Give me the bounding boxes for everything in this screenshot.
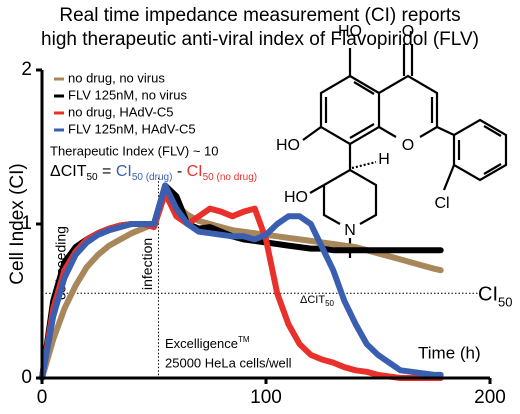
atom: H — [378, 151, 390, 168]
series-line — [39, 187, 444, 381]
atom: HO — [284, 189, 308, 206]
formula-part: = — [98, 163, 116, 180]
reference-label-part: CI — [478, 284, 498, 306]
reference-label-part: 50 — [498, 295, 512, 310]
bond — [302, 126, 322, 141]
reference-label: CI50 — [478, 284, 512, 310]
series-line — [39, 190, 444, 381]
bond — [436, 126, 455, 136]
x-tick-label: 0 — [37, 387, 48, 408]
legend-label: no drug, HAdV-C5 — [68, 104, 174, 119]
ring — [323, 168, 378, 225]
chart-title: high therapeutic anti-viral index of Fla… — [41, 29, 479, 50]
formula-part: 50 (drug) — [132, 172, 173, 183]
y-tick-label: 2 — [21, 59, 32, 80]
ring — [452, 118, 508, 182]
atom: N — [344, 222, 356, 239]
x-axis-label: Time (h) — [418, 343, 481, 362]
atom: O — [402, 23, 414, 40]
y-tick-label: 0 — [21, 367, 32, 388]
atom: O — [402, 137, 414, 154]
formula: ΔCIT50 = CI50 (drug) - CI50 (no drug) — [50, 163, 257, 182]
legend-label: no drug, no virus — [68, 70, 165, 85]
y-tick-label: 1 — [21, 213, 32, 234]
annotation-part: 50 — [325, 299, 334, 308]
atom: Cl — [434, 195, 449, 212]
formula-part: 50 (no drug) — [203, 172, 257, 183]
bond — [349, 123, 375, 139]
bond — [309, 184, 325, 194]
legend-label: FLV 125nM, HAdV-C5 — [68, 121, 196, 136]
chart-title: Real time impedance measurement (CI) rep… — [59, 5, 460, 26]
ring — [319, 74, 381, 146]
annotation-part: ΔCIT — [300, 294, 325, 306]
annotation: 25000 HeLa cells/well — [165, 355, 292, 370]
bond — [442, 164, 456, 191]
ring — [378, 74, 439, 138]
formula-part: 50 — [86, 172, 98, 183]
annotation-part: Excelligence — [165, 336, 238, 351]
x-tick-label: 100 — [250, 387, 282, 408]
bond — [353, 81, 375, 95]
bond — [351, 160, 377, 170]
legend-label: FLV 125nM, no virus — [68, 87, 187, 102]
annotation: Therapeutic Index (FLV) ~ 10 — [50, 143, 219, 158]
formula-part: ΔCIT — [50, 163, 87, 180]
infection-label: infection — [139, 238, 155, 290]
x-tick-label: 200 — [474, 387, 506, 408]
bond — [378, 126, 397, 138]
annotation-part: TM — [238, 335, 250, 344]
atom: HO — [338, 23, 362, 40]
formula-part: CI — [187, 163, 203, 180]
structure — [302, 44, 508, 258]
annotation: ΔCIT50 — [300, 294, 335, 308]
bond — [483, 163, 502, 175]
y-axis-label: Cell Index (CI) — [7, 163, 28, 284]
formula-part: CI — [116, 163, 132, 180]
annotation: ExcelligenceTM — [165, 335, 250, 351]
atom: HO — [276, 137, 300, 154]
bond — [483, 125, 502, 137]
formula-part: - — [172, 163, 186, 180]
ring — [322, 185, 341, 225]
series-line — [39, 182, 444, 381]
